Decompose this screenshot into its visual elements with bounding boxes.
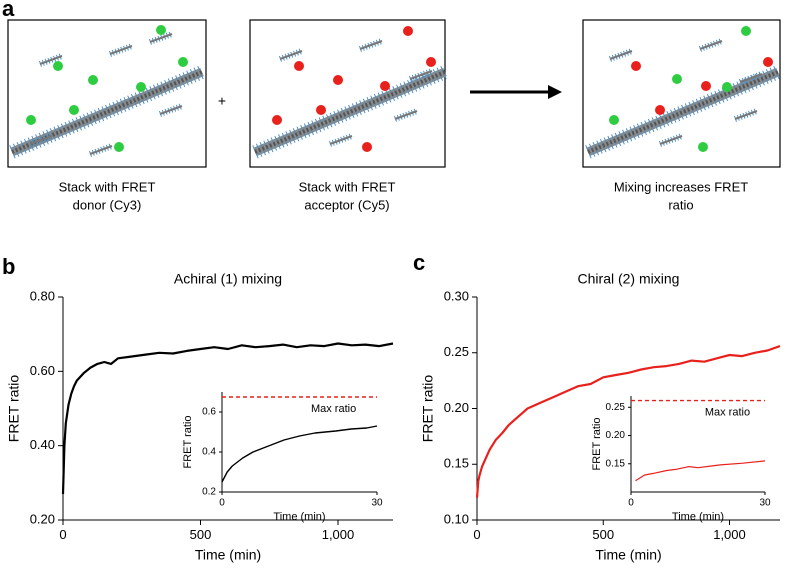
y-tick-label: 0.20: [444, 400, 469, 415]
y-tick-label: 0.20: [30, 511, 55, 526]
x-axis-label: Time (min): [195, 547, 261, 563]
caption: Stack with FRET: [59, 179, 156, 194]
x-tick-label: 30: [759, 498, 771, 509]
y-tick-label: 0.40: [30, 437, 55, 452]
y-axis-label: FRET ratio: [182, 416, 194, 469]
x-tick-label: 0: [628, 498, 634, 509]
chart-title: Chiral (2) mixing: [578, 271, 680, 287]
x-axis-label: Time (min): [595, 547, 661, 563]
schematic-box: [583, 19, 780, 168]
y-tick-label: 0.25: [606, 402, 626, 413]
y-tick-label: 0.30: [444, 288, 469, 303]
y-tick-label: 0.2: [202, 487, 216, 498]
x-axis-label: Time (min): [672, 511, 724, 523]
data-line: [635, 460, 766, 482]
annotation: Max ratio: [311, 403, 356, 415]
x-tick-label: 30: [371, 498, 383, 509]
y-tick-label: 0.15: [444, 456, 469, 471]
y-axis-label: FRET ratio: [591, 418, 603, 471]
y-tick-label: 0.20: [606, 430, 626, 441]
x-tick-label: 1,000: [713, 527, 746, 542]
inset-background: [222, 392, 377, 492]
data-line: [221, 425, 378, 483]
caption: donor (Cy3): [73, 197, 142, 212]
y-axis-label: FRET ratio: [420, 375, 436, 443]
x-tick-label: 0: [219, 498, 225, 509]
x-tick-label: 500: [592, 527, 614, 542]
data-line: [61, 342, 394, 495]
y-tick-label: 0.6: [202, 407, 216, 418]
chart-title: Achiral (1) mixing: [174, 271, 282, 287]
x-axis-label: Time (min): [273, 511, 325, 523]
caption: ratio: [668, 197, 693, 212]
x-tick-label: 0: [59, 527, 66, 542]
arrow: [470, 85, 562, 99]
x-tick-label: 500: [190, 527, 212, 542]
schematic-box: [8, 19, 206, 168]
x-tick-label: 0: [473, 527, 480, 542]
y-tick-label: 0.60: [30, 363, 55, 378]
y-tick-label: 0.15: [606, 458, 626, 469]
caption: Stack with FRET: [299, 179, 396, 194]
y-tick-label: 0.25: [444, 344, 469, 359]
caption: Mixing increases FRET: [614, 179, 748, 194]
caption: acceptor (Cy5): [304, 197, 389, 212]
inset-background: [631, 396, 765, 492]
panel-label: c: [413, 250, 425, 275]
data-line: [475, 345, 781, 498]
y-tick-label: 0.4: [202, 447, 216, 458]
y-tick-label: 0.10: [444, 511, 469, 526]
panel-label: a: [2, 0, 15, 21]
annotation: Max ratio: [705, 406, 750, 418]
x-tick-label: 1,000: [322, 527, 355, 542]
panel-label: b: [2, 254, 15, 279]
plus-sign: +: [218, 93, 226, 109]
schematic-box: [250, 19, 445, 168]
y-tick-label: 0.80: [30, 288, 55, 303]
y-axis-label: FRET ratio: [6, 375, 22, 443]
